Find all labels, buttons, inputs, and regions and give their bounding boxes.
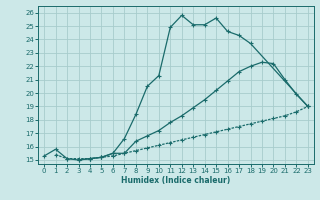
X-axis label: Humidex (Indice chaleur): Humidex (Indice chaleur)	[121, 176, 231, 185]
